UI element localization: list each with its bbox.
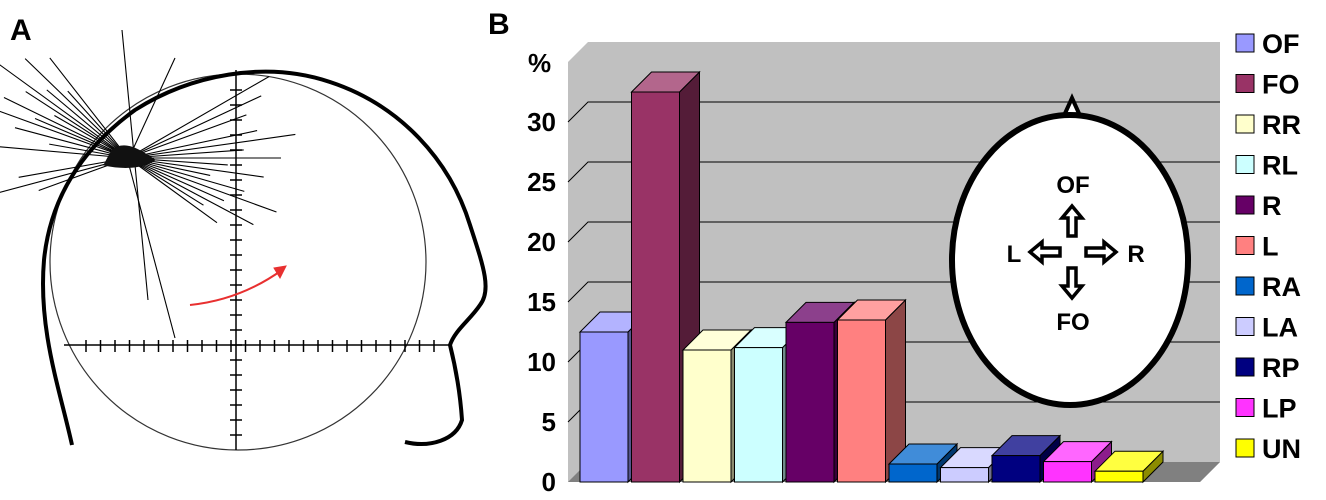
line-cluster <box>103 145 156 168</box>
y-tick-label: 0 <box>542 467 556 497</box>
measurement-line <box>3 97 129 159</box>
legend-item-l: L <box>1235 232 1279 262</box>
measurement-line <box>24 58 129 159</box>
legend-label: RP <box>1262 353 1300 383</box>
inset-label-top: OF <box>1056 172 1089 199</box>
y-tick-labels: 0 5 10 15 20 25 30 <box>527 107 556 497</box>
bars <box>578 70 1165 484</box>
bar-front <box>631 91 680 483</box>
legend-label: FO <box>1262 70 1300 100</box>
bar-front <box>1043 461 1092 483</box>
legend-label: OF <box>1262 29 1300 59</box>
measurement-line <box>25 91 129 159</box>
orientation-inset: OF FO L R <box>949 93 1191 408</box>
measurement-line <box>127 76 270 159</box>
legend-swatch <box>1235 438 1255 458</box>
measurement-line <box>124 149 176 339</box>
legend-item-la: LA <box>1235 313 1298 343</box>
legend-item-rr: RR <box>1235 110 1301 140</box>
legend-swatch <box>1235 236 1255 255</box>
legend-item-of: OF <box>1235 29 1300 59</box>
legend-swatch <box>1235 195 1255 215</box>
panel-a-label: A <box>10 14 32 47</box>
arrow-down-icon <box>1058 266 1086 301</box>
measurement-line <box>127 130 258 159</box>
legend-swatch <box>1235 276 1255 296</box>
panel-b-label: B <box>488 8 510 41</box>
bar-front <box>837 319 886 483</box>
legend-item-lp: LP <box>1235 394 1297 424</box>
measurement-line <box>127 57 176 161</box>
head-sketch <box>0 29 488 451</box>
gridline <box>567 101 1220 123</box>
legend-swatch <box>1235 317 1255 336</box>
y-tick-label: 20 <box>527 227 556 257</box>
measurement-line <box>127 157 254 226</box>
y-axis-label: % <box>528 48 551 78</box>
measurement-line <box>127 157 218 224</box>
y-tick-label: 25 <box>527 167 556 197</box>
y-tick-label: 10 <box>527 347 556 377</box>
arrow-up-icon <box>1058 203 1086 238</box>
measurement-line <box>46 89 129 159</box>
rotation-arrowhead <box>273 265 287 280</box>
measurement-line <box>14 127 129 159</box>
legend-label: UN <box>1262 434 1301 464</box>
legend-label: LA <box>1262 313 1298 343</box>
head-outline <box>41 69 488 446</box>
legend-item-un: UN <box>1235 434 1301 464</box>
bar-front <box>785 321 835 483</box>
bar-front <box>991 455 1041 483</box>
arrow-left-icon <box>1027 238 1062 266</box>
legend-label: RL <box>1262 151 1298 181</box>
rotation-arrow <box>189 269 283 306</box>
legend-label: R <box>1262 191 1282 221</box>
inset-label-right: R <box>1127 241 1144 268</box>
legend-swatch <box>1235 155 1255 174</box>
bar-front <box>940 467 989 483</box>
bar-lp <box>1042 440 1113 484</box>
legend-item-ra: RA <box>1235 272 1301 302</box>
legend-swatch <box>1235 357 1255 377</box>
legend-item-r: R <box>1235 191 1282 221</box>
y-tick-label: 15 <box>527 287 556 317</box>
measurement-line <box>127 157 277 213</box>
bar-l <box>836 298 907 484</box>
legend-label: LP <box>1262 394 1297 424</box>
measurement-line <box>127 133 296 159</box>
y-tick-label: 30 <box>527 107 556 137</box>
bar-front <box>682 349 732 483</box>
bar-front <box>734 347 783 483</box>
legend-swatch <box>1235 33 1255 53</box>
bar-un <box>1093 449 1165 484</box>
bar-front <box>1094 470 1144 483</box>
arrow-right-icon <box>1084 238 1119 266</box>
measurement-line <box>0 146 129 159</box>
measurement-line <box>127 114 247 159</box>
head-ellipse <box>949 112 1191 408</box>
legend-swatch <box>1235 114 1255 134</box>
legend-item-rl: RL <box>1235 151 1298 181</box>
measurement-line <box>49 57 129 159</box>
bar-front <box>888 463 938 483</box>
measurement-line <box>0 110 129 159</box>
measurement-line <box>0 64 129 159</box>
inset-label-bottom: FO <box>1056 309 1089 336</box>
legend-swatch <box>1235 74 1255 93</box>
legend-label: L <box>1262 232 1279 262</box>
legend-label: RA <box>1262 272 1301 302</box>
legend-item-rp: RP <box>1235 353 1300 383</box>
inset-label-left: L <box>1007 241 1022 268</box>
y-tick-label: 5 <box>542 407 556 437</box>
horizontal-ticks <box>85 340 435 352</box>
legend-item-fo: FO <box>1235 70 1300 100</box>
measurement-line <box>127 95 262 159</box>
bar-front <box>579 331 629 483</box>
legend-label: RR <box>1262 110 1301 140</box>
legend-swatch <box>1235 398 1255 417</box>
